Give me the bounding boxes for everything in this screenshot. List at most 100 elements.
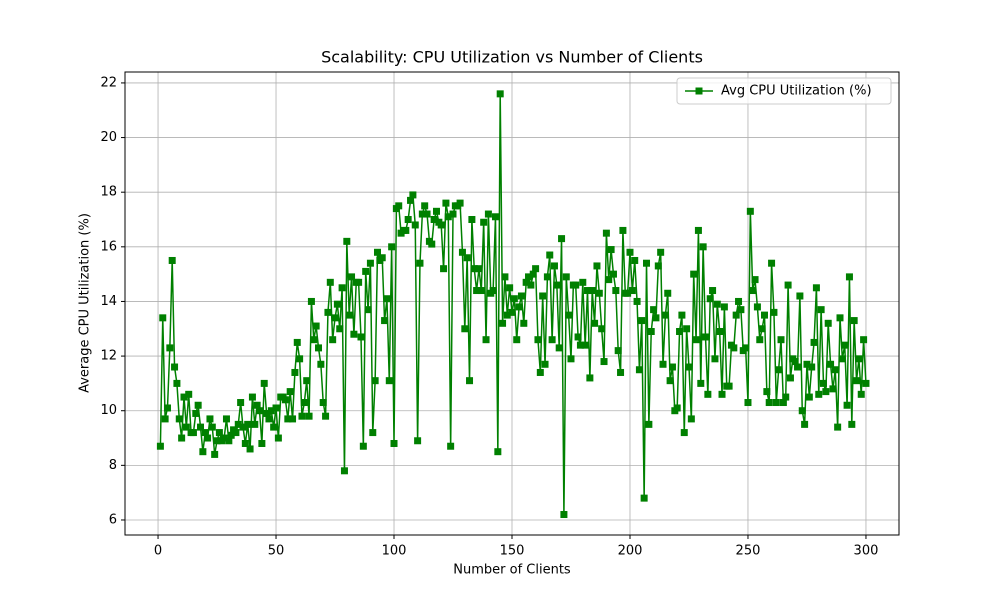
data-point	[694, 226, 702, 234]
data-point	[291, 368, 299, 376]
data-point	[784, 281, 792, 289]
data-point	[586, 374, 594, 382]
data-point	[529, 270, 537, 278]
data-point	[475, 265, 483, 273]
data-point	[484, 210, 492, 218]
x-tick-label: 0	[154, 544, 162, 559]
data-point	[668, 363, 676, 371]
data-point	[661, 311, 669, 319]
data-point	[227, 431, 235, 439]
data-point	[326, 278, 334, 286]
data-point	[383, 295, 391, 303]
x-tick-label: 50	[268, 544, 285, 559]
data-point	[633, 297, 641, 305]
data-point	[699, 243, 707, 251]
data-point	[248, 393, 256, 401]
data-point	[822, 388, 830, 396]
data-point	[600, 358, 608, 366]
data-point	[640, 494, 648, 502]
data-point	[609, 270, 617, 278]
data-point	[626, 248, 634, 256]
data-point	[593, 262, 601, 270]
data-point	[810, 338, 818, 346]
data-point	[310, 336, 318, 344]
data-point	[848, 420, 856, 428]
data-point	[527, 281, 535, 289]
data-point	[605, 276, 613, 284]
data-point	[385, 377, 393, 385]
data-point	[643, 259, 651, 267]
data-point	[775, 366, 783, 374]
data-point	[617, 368, 625, 376]
data-point	[673, 404, 681, 412]
data-point	[657, 248, 665, 256]
data-point	[156, 442, 164, 450]
data-point	[522, 278, 530, 286]
y-tick-label: 6	[109, 512, 117, 527]
data-point	[237, 399, 245, 407]
data-point	[168, 256, 176, 264]
data-point	[831, 366, 839, 374]
data-point	[534, 336, 542, 344]
data-point	[489, 287, 497, 295]
data-point	[678, 311, 686, 319]
data-point	[845, 273, 853, 281]
data-point	[331, 314, 339, 322]
data-point	[680, 429, 688, 437]
data-point	[298, 412, 306, 420]
y-tick-label: 8	[109, 458, 117, 473]
data-point	[760, 311, 768, 319]
data-point	[598, 325, 606, 333]
data-point	[265, 415, 273, 423]
data-point	[185, 390, 193, 398]
data-point	[706, 295, 714, 303]
data-point	[581, 341, 589, 349]
data-point	[602, 229, 610, 237]
data-point	[270, 423, 278, 431]
data-point	[543, 273, 551, 281]
data-point	[404, 216, 412, 224]
data-point	[595, 289, 603, 297]
data-point	[494, 448, 502, 456]
data-point	[220, 434, 228, 442]
data-point	[763, 388, 771, 396]
data-point	[836, 314, 844, 322]
data-point	[718, 390, 726, 398]
data-point	[225, 437, 233, 445]
data-point	[206, 415, 214, 423]
data-point	[286, 388, 294, 396]
data-point	[555, 344, 563, 352]
data-point	[480, 218, 488, 226]
data-point	[430, 216, 438, 224]
data-point	[215, 429, 223, 437]
data-point	[350, 330, 358, 338]
data-point	[517, 292, 525, 300]
data-point	[798, 407, 806, 415]
data-point	[364, 306, 372, 314]
data-point	[470, 265, 478, 273]
data-point	[345, 311, 353, 319]
data-point	[730, 344, 738, 352]
data-point	[753, 303, 761, 311]
data-point	[315, 344, 322, 352]
data-point	[468, 216, 476, 224]
data-point	[197, 423, 205, 431]
chart-title: Scalability: CPU Utilization vs Number o…	[321, 48, 703, 67]
data-point	[355, 278, 363, 286]
data-point	[579, 278, 587, 286]
data-point	[584, 287, 592, 295]
data-point	[536, 368, 544, 376]
data-point	[414, 437, 422, 445]
plot-area	[156, 90, 870, 519]
data-point	[180, 393, 188, 401]
data-point	[690, 270, 698, 278]
data-point	[449, 210, 457, 218]
x-axis-label: Number of Clients	[453, 563, 571, 578]
data-point	[711, 355, 719, 363]
data-point	[652, 314, 660, 322]
data-point	[510, 295, 518, 303]
data-point	[732, 311, 740, 319]
data-point	[402, 226, 410, 234]
data-point	[612, 287, 620, 295]
data-point	[812, 284, 820, 292]
